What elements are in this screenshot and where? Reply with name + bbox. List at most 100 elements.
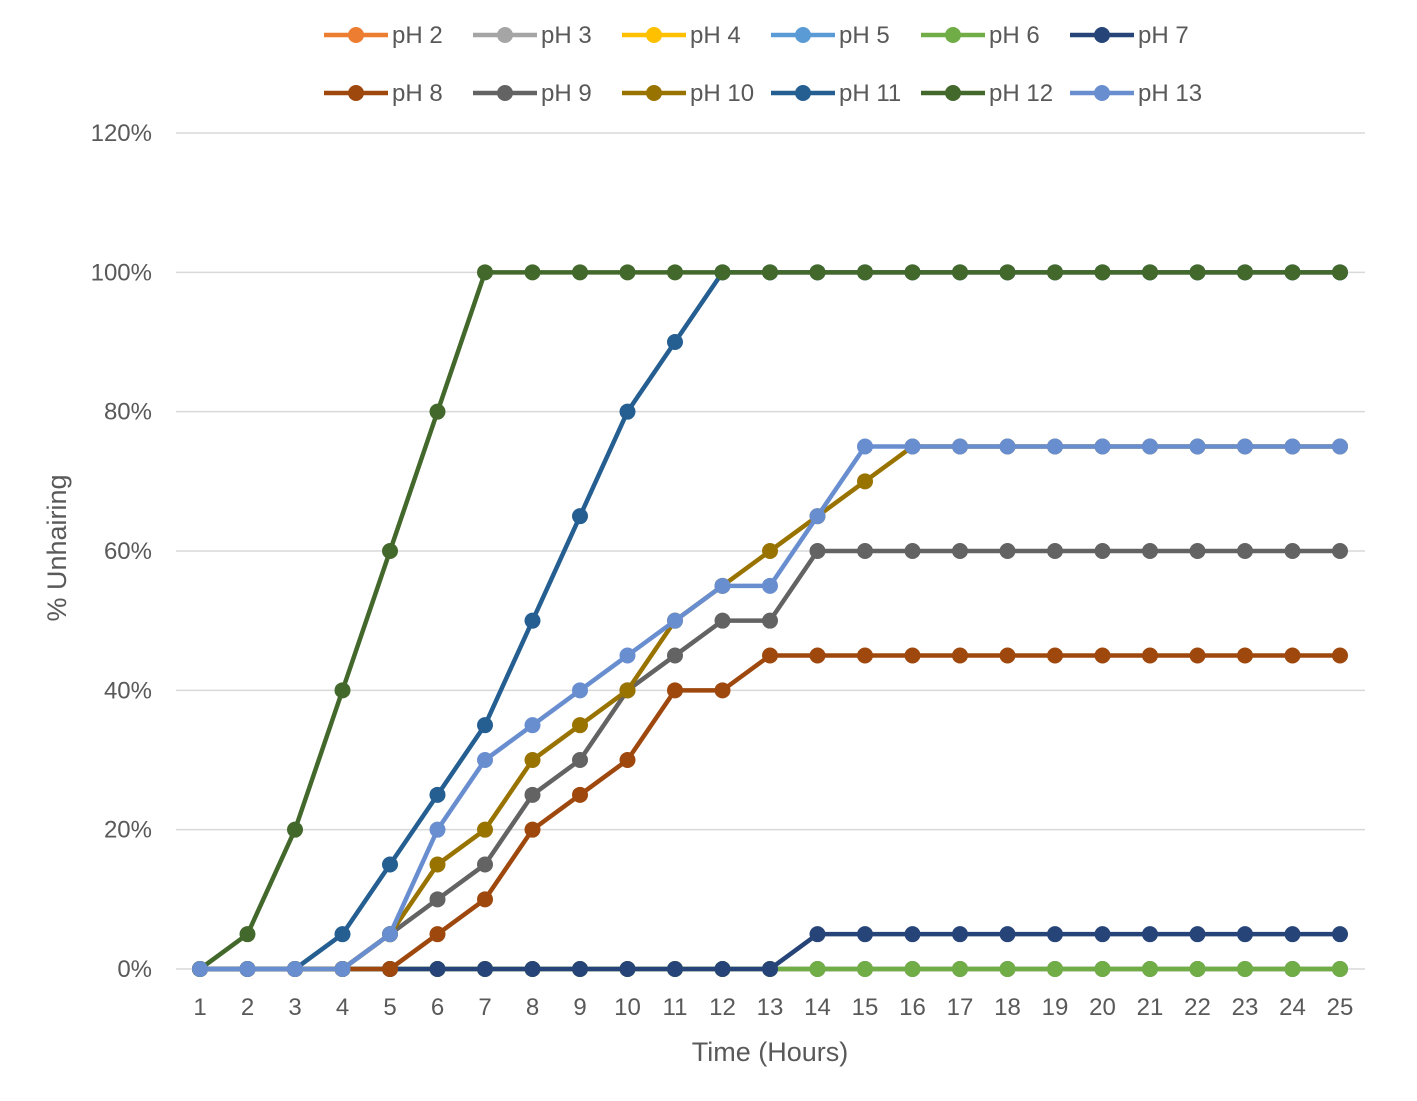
x-tick-label: 2: [241, 994, 254, 1021]
x-tick-label: 23: [1232, 994, 1259, 1021]
legend-marker: [1094, 27, 1110, 43]
legend-marker: [497, 27, 513, 43]
data-point: [809, 264, 826, 281]
x-tick-label: 4: [336, 994, 349, 1021]
data-point: [524, 821, 541, 838]
legend-item: pH 2: [324, 22, 443, 49]
data-point: [1237, 264, 1253, 281]
x-tick-label: 13: [757, 994, 784, 1021]
legend-item: pH 5: [771, 22, 890, 49]
data-point: [192, 961, 208, 977]
legend-marker: [945, 27, 961, 43]
data-point: [1332, 647, 1348, 664]
data-point: [477, 961, 493, 977]
data-point: [714, 682, 731, 699]
data-point: [334, 682, 351, 699]
data-point: [999, 926, 1016, 943]
legend-item: pH 3: [473, 22, 592, 49]
legend-label: pH 3: [541, 22, 592, 49]
data-point: [1142, 543, 1158, 559]
data-point: [857, 438, 873, 455]
data-point: [239, 961, 256, 977]
legend-marker: [646, 27, 662, 43]
x-tick-label: 14: [804, 994, 831, 1021]
legend-item: pH 8: [324, 80, 443, 107]
data-point: [1094, 543, 1111, 559]
x-tick-label: 6: [431, 994, 444, 1021]
data-point: [1189, 961, 1206, 977]
x-axis-title: Time (Hours): [692, 1037, 849, 1067]
data-point: [572, 508, 588, 525]
series-line: [200, 653, 1340, 972]
legend-item: pH 4: [622, 22, 741, 49]
data-point: [619, 264, 636, 281]
data-point: [1142, 438, 1158, 455]
y-axis-title: % Unhairing: [42, 474, 72, 621]
data-point: [1047, 543, 1063, 559]
data-point: [524, 717, 541, 734]
data-point: [952, 264, 968, 281]
y-tick-label: 100%: [91, 259, 152, 286]
data-point: [1189, 543, 1206, 559]
legend-marker: [795, 27, 811, 43]
data-point: [619, 752, 636, 768]
data-point: [857, 543, 873, 559]
x-tick-label: 24: [1279, 994, 1306, 1021]
data-point: [1189, 647, 1206, 664]
legend-marker: [348, 85, 364, 101]
data-point: [999, 264, 1016, 281]
data-point: [239, 926, 256, 943]
legend-label: pH 10: [690, 80, 754, 107]
data-point: [809, 543, 826, 559]
data-point: [952, 926, 968, 943]
data-point: [572, 264, 588, 281]
data-point: [1332, 264, 1348, 281]
data-point: [952, 647, 968, 664]
data-point: [1047, 264, 1063, 281]
data-point: [572, 786, 588, 803]
x-tick-label: 8: [526, 994, 539, 1021]
data-point: [1284, 647, 1301, 664]
x-axis-ticks: 1 2 3 4 5 6 7 8 9 10 11 12 13 14 15 16 17 18 19 20 21 22 23 24 2…: [193, 994, 1353, 1021]
data-point: [1332, 926, 1348, 943]
data-point: [1189, 438, 1206, 455]
data-point: [667, 961, 683, 977]
data-point: [1284, 961, 1301, 977]
data-point: [1142, 647, 1158, 664]
data-point: [1142, 264, 1158, 281]
data-point: [857, 264, 873, 281]
legend-label: pH 4: [690, 22, 741, 49]
data-point: [1094, 961, 1111, 977]
data-point: [952, 961, 968, 977]
legend-item: pH 9: [473, 80, 592, 107]
data-point: [999, 438, 1016, 455]
x-tick-label: 10: [614, 994, 641, 1021]
data-point: [477, 717, 493, 734]
data-point: [1094, 438, 1111, 455]
y-tick-label: 80%: [104, 399, 152, 426]
legend-label: pH 13: [1138, 80, 1202, 107]
legend-label: pH 12: [989, 80, 1053, 107]
legend-label: pH 11: [839, 80, 901, 107]
data-point: [714, 577, 731, 594]
legend-marker: [348, 27, 364, 43]
legend-marker: [945, 85, 961, 101]
legend-item: pH 7: [1070, 22, 1189, 49]
data-point: [572, 752, 588, 768]
data-point: [429, 821, 446, 838]
y-tick-label: 40%: [104, 677, 152, 704]
data-point: [1142, 961, 1158, 977]
data-point: [382, 543, 398, 559]
data-point: [429, 961, 446, 977]
data-point: [287, 821, 303, 838]
legend-marker: [1094, 85, 1110, 101]
data-point: [714, 612, 731, 629]
data-point: [857, 473, 873, 490]
data-point: [809, 961, 826, 977]
data-point: [762, 264, 778, 281]
data-point: [619, 961, 636, 977]
legend-marker: [795, 85, 811, 101]
legend-label: pH 6: [989, 22, 1040, 49]
